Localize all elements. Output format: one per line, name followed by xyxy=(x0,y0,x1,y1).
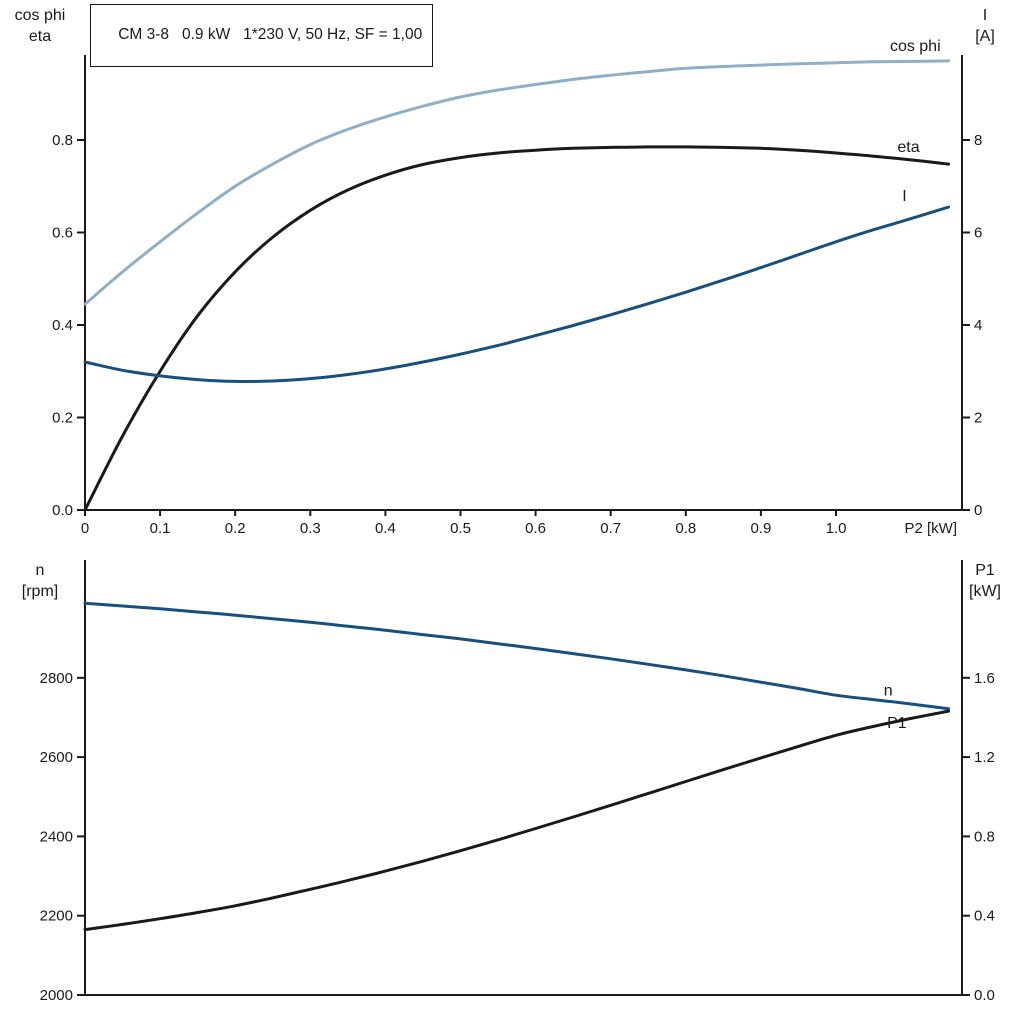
x-axis-title: P2 [kW] xyxy=(904,520,957,537)
x-tick-label: 0 xyxy=(81,520,89,537)
curve-n xyxy=(83,601,951,711)
x-tick-label: 0.9 xyxy=(750,520,771,537)
power-axis-label-line2: [kW] xyxy=(969,583,1001,600)
bottom-plot-speed-power-curves: 2000 2200 2400 2600 2800 0.0 0.4 0.8 1.2 1.6 n P1 xyxy=(40,560,995,1004)
curve-label-eta: eta xyxy=(897,139,919,156)
curve-label-n: n xyxy=(884,683,893,700)
curve-label-P1: P1 xyxy=(887,715,907,732)
left-axis-label-line2: eta xyxy=(28,28,52,45)
curve-cos-phi xyxy=(83,59,951,306)
right-tick-label: 0.4 xyxy=(974,908,995,925)
curve-label-I: I xyxy=(902,188,906,205)
curve-P1 xyxy=(83,709,951,932)
left-tick-label: 2600 xyxy=(40,749,73,766)
x-tick-label: 0.8 xyxy=(675,520,696,537)
x-tick-label: 0.6 xyxy=(525,520,546,537)
speed-axis-label-line1: n xyxy=(35,562,45,579)
right-tick-label: 6 xyxy=(974,225,982,242)
right-tick-label: 2 xyxy=(974,410,982,427)
left-tick-label: 0.2 xyxy=(52,410,73,427)
right-axis-label-line2: [A] xyxy=(975,28,995,45)
top-plot-electrical-curves: 0.0 0.2 0.4 0.6 0.8 0 2 4 6 8 0 0.1 0.2 0.3 0.4 0.5 0.6 0… xyxy=(52,38,982,537)
left-tick-label: 0.6 xyxy=(52,225,73,242)
curve-I xyxy=(83,205,951,384)
top-right-axis-label: I [A] xyxy=(960,5,1010,47)
top-left-axis-label: cos phi eta xyxy=(0,5,80,47)
left-tick-label: 2800 xyxy=(40,670,73,687)
x-tick-label: 0.1 xyxy=(150,520,171,537)
chart-title-box: CM 3-8 0.9 kW 1*230 V, 50 Hz, SF = 1,00 xyxy=(90,4,434,67)
left-axis-label-line1: cos phi xyxy=(14,7,66,24)
left-tick-label: 2400 xyxy=(40,828,73,845)
left-tick-label: 0.4 xyxy=(52,317,73,334)
x-tick-label: 0.3 xyxy=(300,520,321,537)
x-tick-label: 0.2 xyxy=(225,520,246,537)
x-tick-label: 1.0 xyxy=(826,520,847,537)
bottom-right-axis-label: P1 [kW] xyxy=(958,560,1012,602)
left-tick-label: 2200 xyxy=(40,908,73,925)
x-tick-label: 0.5 xyxy=(450,520,471,537)
power-axis-label-line1: P1 xyxy=(975,562,995,579)
left-tick-label: 0.0 xyxy=(52,502,73,519)
right-tick-label: 1.2 xyxy=(974,749,995,766)
x-tick-label: 0.4 xyxy=(375,520,396,537)
right-tick-label: 8 xyxy=(974,132,982,149)
left-tick-label: 2000 xyxy=(40,987,73,1004)
chart-title: CM 3-8 0.9 kW 1*230 V, 50 Hz, SF = 1,00 xyxy=(118,26,423,43)
curve-label-cos-phi: cos phi xyxy=(890,38,941,55)
right-axis-label-line1: I xyxy=(982,7,988,24)
bottom-left-axis-label: n [rpm] xyxy=(0,560,80,602)
right-tick-label: 0 xyxy=(974,502,982,519)
speed-axis-label-line2: [rpm] xyxy=(21,583,59,600)
right-tick-label: 4 xyxy=(974,317,982,334)
left-tick-label: 0.8 xyxy=(52,132,73,149)
right-tick-label: 0.8 xyxy=(974,828,995,845)
curve-eta xyxy=(83,145,951,512)
right-tick-label: 0.0 xyxy=(974,987,995,1004)
right-tick-label: 1.6 xyxy=(974,670,995,687)
x-tick-label: 0.7 xyxy=(600,520,621,537)
